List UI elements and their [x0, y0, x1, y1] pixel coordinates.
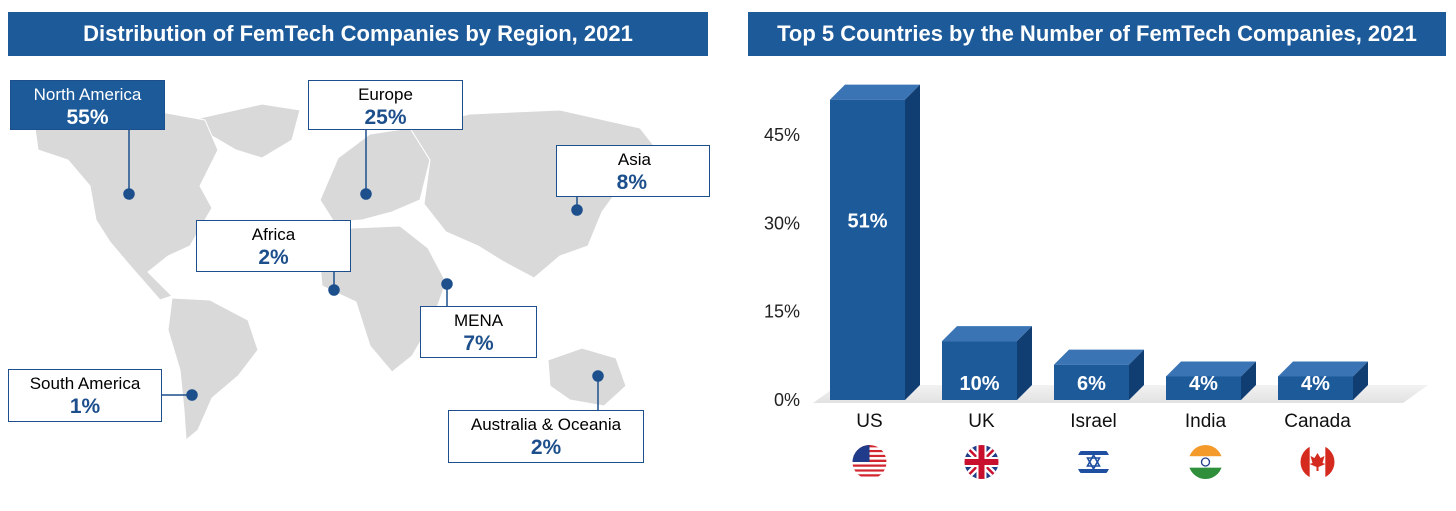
asia-marker: [571, 204, 583, 216]
region-label-africa: Africa 2%: [196, 220, 351, 272]
region-name: MENA: [453, 311, 504, 330]
region-value: 2%: [258, 246, 289, 269]
x-tick-label: Israel: [1070, 411, 1116, 432]
bar-side: [1017, 326, 1032, 400]
bar-value-label: 4%: [1189, 373, 1218, 395]
bar-side: [1241, 361, 1256, 400]
bar-value-label: 51%: [847, 211, 887, 233]
canada-flag-icon: [1300, 445, 1335, 479]
region-value: 25%: [364, 106, 407, 129]
bar-value-label: 6%: [1077, 373, 1106, 395]
x-tick-label: India: [1185, 411, 1227, 432]
region-value: 8%: [616, 171, 647, 194]
bar-front: [1278, 376, 1353, 400]
y-tick-label: 30%: [764, 213, 800, 233]
bar-india: 4%: [1166, 361, 1256, 400]
region-value: 7%: [463, 332, 494, 355]
chart-title: Top 5 Countries by the Number of FemTech…: [748, 12, 1446, 56]
greenland-shape: [199, 103, 301, 159]
bar-top: [1166, 361, 1256, 377]
uk-flag-icon: [964, 445, 999, 479]
region-value: 55%: [66, 106, 109, 129]
europe-marker: [360, 188, 372, 200]
bar-side: [1129, 349, 1144, 400]
x-tick-label: UK: [968, 411, 995, 432]
region-label-south-america: South America 1%: [8, 369, 162, 422]
y-tick-label: 15%: [764, 302, 800, 322]
bar-top: [830, 84, 920, 100]
x-tick-label: Canada: [1284, 411, 1351, 432]
bar-chart: 0% 15% 30% 45% 51% 10% 6% 4% 4% US UK Israel India…: [764, 84, 1428, 479]
y-tick-label: 0%: [774, 390, 800, 410]
australia-marker: [592, 370, 604, 382]
map-panel-title: Distribution of FemTech Companies by Reg…: [8, 12, 708, 56]
bar-side: [905, 84, 920, 401]
region-name: Europe: [358, 85, 413, 104]
bar-front: [830, 99, 905, 400]
bar-top: [942, 326, 1032, 342]
north-america-marker: [123, 188, 135, 200]
europe-shape: [319, 127, 431, 223]
x-tick-label: US: [856, 411, 882, 432]
south-america-marker: [186, 389, 198, 401]
region-label-mena: MENA 7%: [420, 306, 537, 358]
north-america-shape: [34, 109, 219, 301]
bar-side: [1353, 361, 1368, 400]
bar-value-label: 10%: [959, 373, 999, 395]
region-name: Asia: [617, 150, 651, 169]
us-flag-icon: [852, 445, 887, 479]
region-label-north-america: North America 55%: [10, 80, 165, 130]
y-tick-label: 45%: [764, 125, 800, 145]
region-name: North America: [33, 85, 142, 104]
africa-marker: [328, 284, 340, 296]
bar-top: [1278, 361, 1368, 377]
region-value: 2%: [530, 436, 562, 459]
south-america-shape: [167, 297, 259, 442]
bar-canada: 4%: [1278, 361, 1368, 400]
region-value: 1%: [69, 395, 101, 418]
australia-shape: [547, 347, 627, 407]
bar-front: [1054, 364, 1129, 400]
region-name: Australia & Oceania: [470, 415, 622, 434]
bar-israel: 6%: [1054, 349, 1144, 400]
bar-us: 51%: [830, 84, 920, 401]
bar-front: [942, 341, 1017, 400]
region-label-australia-oceania: Australia & Oceania 2%: [448, 410, 644, 463]
bar-value-label: 4%: [1301, 373, 1330, 395]
bar-top: [1054, 349, 1144, 365]
region-name: Africa: [251, 225, 296, 244]
region-label-asia: Asia 8%: [556, 145, 710, 197]
mena-marker: [441, 278, 453, 290]
bar-uk: 10%: [942, 326, 1032, 400]
region-name: South America: [29, 374, 141, 393]
india-flag-icon: [1188, 445, 1223, 479]
israel-flag-icon: [1076, 445, 1111, 479]
region-label-europe: Europe 25%: [308, 80, 463, 130]
bar-front: [1166, 376, 1241, 400]
